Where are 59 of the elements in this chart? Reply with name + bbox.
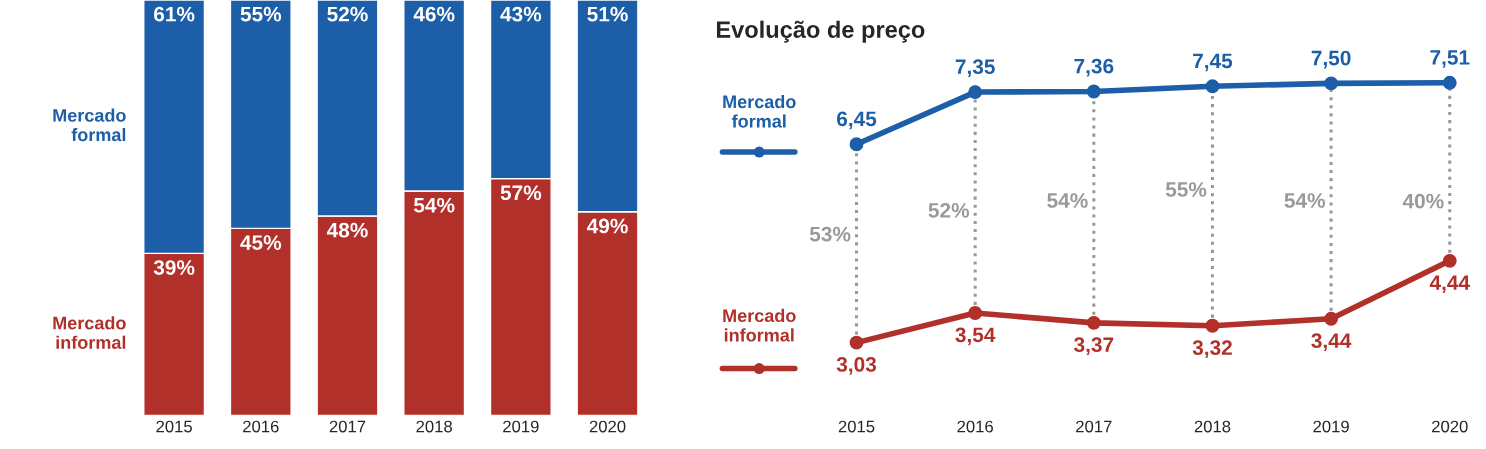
point	[1086, 315, 1101, 330]
x-tick-label: 2015	[156, 420, 192, 433]
data-label: 7,50	[1311, 50, 1351, 69]
data-label: 6,45	[837, 111, 877, 130]
data-label: 3,03	[836, 357, 877, 375]
data-label: 39%	[153, 260, 195, 275]
x-tick-label: 2020	[589, 420, 626, 433]
annotation: 54%	[1047, 193, 1088, 208]
x-tick-label: 2019	[503, 420, 539, 433]
annotation: 40%	[1402, 193, 1444, 209]
data-label: 46%	[413, 6, 455, 22]
data-label: 3,32	[1192, 340, 1232, 358]
text: Mercado formal	[723, 94, 796, 128]
data-label: 4,44	[1429, 275, 1470, 294]
series-label: Mercado formal	[53, 108, 126, 142]
series-label: Mercado informal	[53, 316, 126, 349]
data-label: 57%	[500, 185, 542, 201]
chart-title: Evolução de preço	[716, 20, 925, 43]
data-label: 45%	[240, 235, 282, 250]
x-tick-label: 2017	[1076, 420, 1112, 433]
data-label: 7,36	[1074, 58, 1114, 77]
point	[968, 85, 983, 100]
data-label: 54%	[413, 197, 455, 213]
data-label: 61%	[154, 6, 195, 22]
data-label: 7,35	[955, 59, 995, 78]
point	[1205, 79, 1220, 94]
x-tick-label: 2016	[957, 420, 993, 433]
x-tick-label: 2019	[1313, 420, 1349, 433]
point	[1442, 75, 1457, 90]
data-label: 7,45	[1193, 53, 1233, 72]
x-tick-label: 2017	[329, 420, 366, 433]
point	[1324, 311, 1339, 326]
annotation: 52%	[928, 202, 970, 218]
data-label: 51%	[587, 6, 628, 22]
x-tick-label: 2018	[416, 420, 452, 433]
data-label: 49%	[586, 218, 628, 234]
point	[1442, 253, 1457, 268]
x-tick-label: 2020	[1432, 420, 1468, 433]
point	[1324, 76, 1339, 91]
annotation: 55%	[1165, 182, 1207, 197]
data-label: 48%	[326, 222, 368, 238]
x-tick-label: 2015	[838, 420, 875, 433]
annotation: 54%	[1284, 193, 1326, 208]
data-label: 3,54	[955, 327, 996, 346]
annotation: 53%	[809, 226, 851, 242]
x-tick-label: 2016	[243, 420, 279, 433]
data-label: 43%	[500, 6, 542, 22]
text: Mercado informal	[723, 308, 796, 342]
data-label: 52%	[327, 6, 368, 22]
x-tick-label: 2018	[1194, 420, 1231, 433]
point	[968, 306, 983, 320]
data-label: 3,37	[1074, 337, 1114, 356]
point	[1086, 84, 1101, 99]
point	[849, 335, 864, 350]
data-label: 7,51	[1430, 50, 1470, 68]
point	[1205, 318, 1220, 333]
point	[849, 137, 864, 152]
data-label: 3,44	[1311, 333, 1352, 352]
data-label: 55%	[240, 6, 282, 22]
